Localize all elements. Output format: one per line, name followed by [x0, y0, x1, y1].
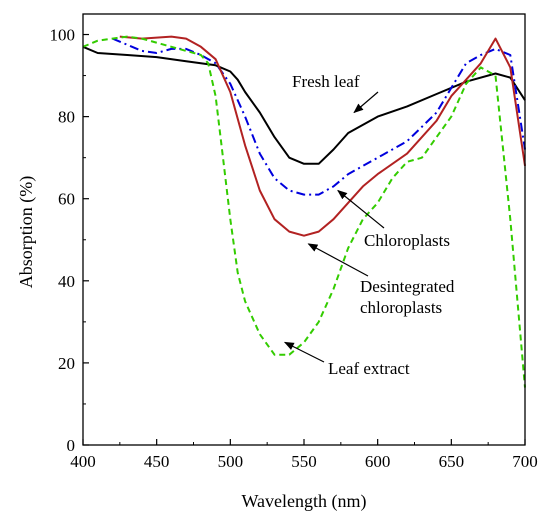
annotation-arrow	[307, 243, 369, 277]
ticks-layer: 400 450 500 550 600 650 700 0 20 40 60 80 100	[50, 26, 538, 471]
x-tick-label: 700	[512, 452, 538, 471]
y-tick-label: 60	[58, 190, 75, 209]
annotation-arrow	[337, 189, 385, 229]
x-tick-label: 650	[439, 452, 465, 471]
y-tick-label: 20	[58, 354, 75, 373]
y-tick-label: 80	[58, 108, 75, 127]
x-axis-title: Wavelength (nm)	[241, 491, 366, 512]
annotation-fresh-leaf: Fresh leaf	[292, 72, 360, 91]
series-line-chloroplasts	[112, 37, 526, 196]
series-line-desintegrated-chloroplasts	[119, 35, 526, 237]
x-tick-label: 600	[365, 452, 391, 471]
annotation-chloroplasts: Chloroplasts	[364, 231, 450, 250]
annotation-desintegrated-line1: Desintegrated	[360, 277, 455, 296]
annotation-leaf-extract: Leaf extract	[328, 359, 410, 378]
x-tick-label: 500	[218, 452, 244, 471]
x-tick-label: 550	[291, 452, 317, 471]
annotations-layer: Fresh leaf Chloroplasts Desintegrated ch…	[283, 72, 455, 378]
x-tick-label: 400	[70, 452, 96, 471]
y-tick-label: 0	[67, 436, 76, 455]
annotation-desintegrated-line2: chloroplasts	[360, 298, 442, 317]
annotation-arrow	[283, 341, 325, 363]
annotation-arrow	[353, 91, 379, 114]
y-axis-title: Absorption (%)	[16, 176, 37, 288]
y-tick-label: 100	[50, 26, 76, 45]
y-tick-label: 40	[58, 272, 75, 291]
series-line-fresh-leaf	[82, 45, 526, 165]
x-tick-label: 450	[144, 452, 170, 471]
series-layer	[82, 35, 526, 388]
series-line-leaf-extract	[82, 35, 526, 388]
